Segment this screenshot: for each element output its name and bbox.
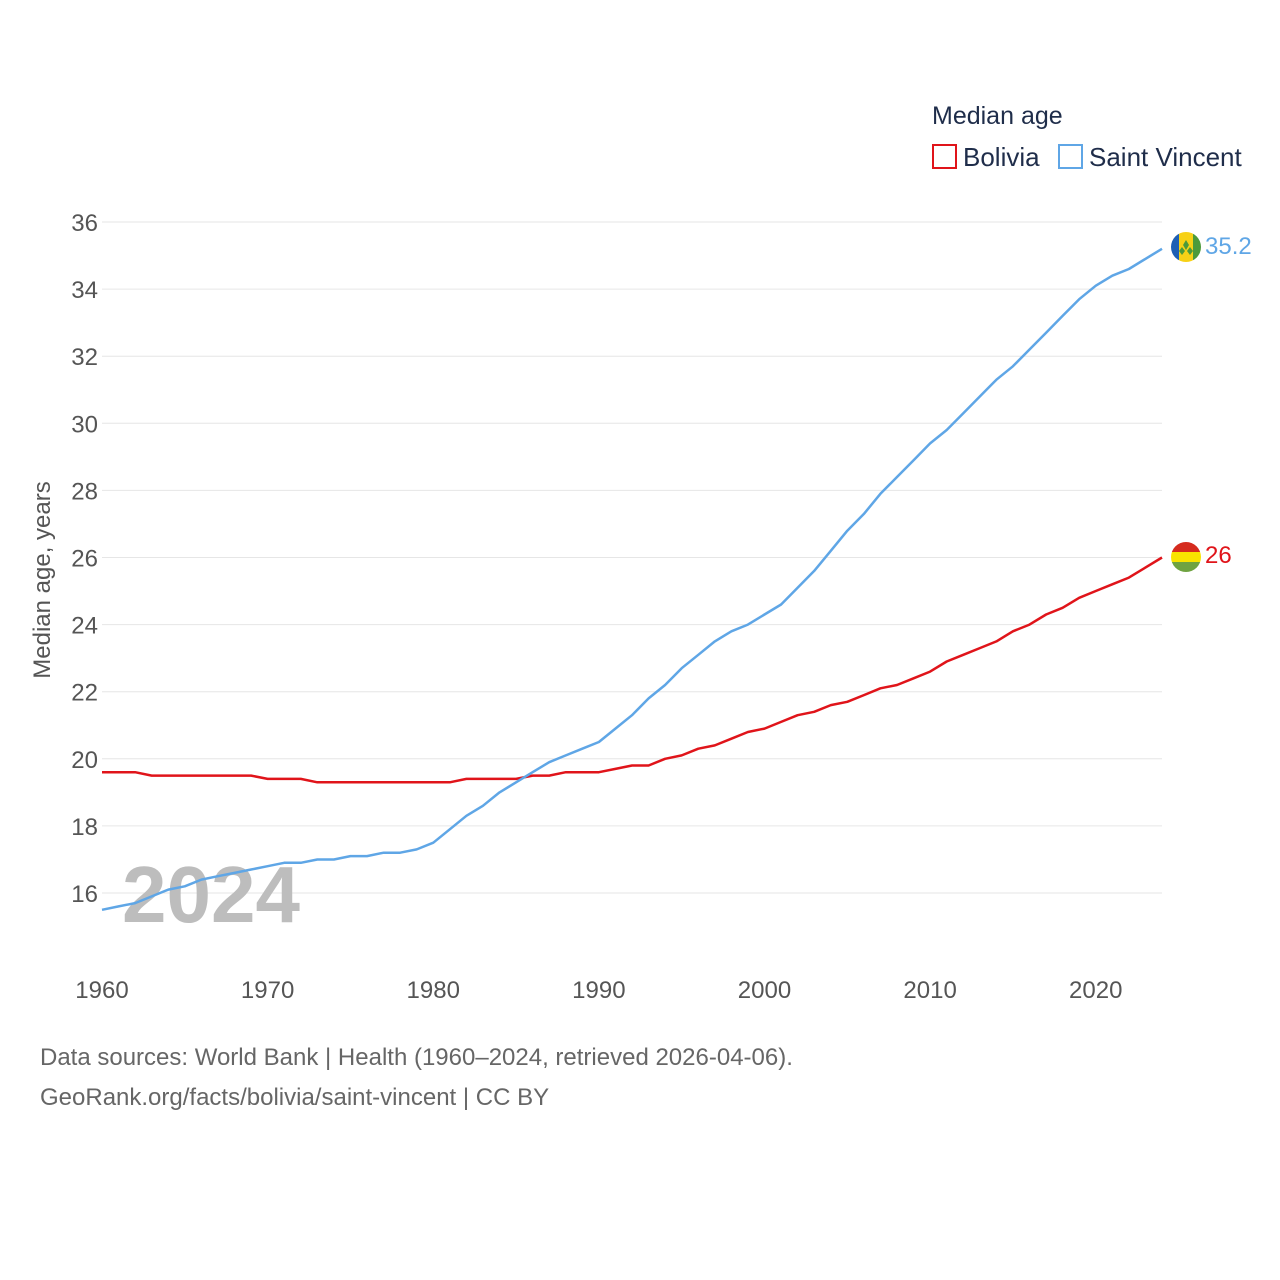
end-label-bolivia: 26 <box>1205 542 1232 569</box>
y-tick-label: 18 <box>71 814 98 841</box>
legend-item-saint-vincent[interactable]: Saint Vincent <box>1058 142 1243 172</box>
y-tick-label: 20 <box>71 747 98 774</box>
x-axis-ticks: 1960 1970 1980 1990 2000 2010 2020 <box>75 977 1122 1004</box>
source-line-1: Data sources: World Bank | Health (1960–… <box>40 1044 793 1071</box>
end-label-saint-vincent: 35.2 <box>1205 233 1252 260</box>
grid-lines <box>102 221 1162 894</box>
series-line-bolivia[interactable] <box>102 556 1163 784</box>
x-tick-label: 1970 <box>241 977 294 1004</box>
legend-item-bolivia[interactable]: Bolivia <box>932 142 1040 172</box>
legend-label-bolivia: Bolivia <box>963 142 1040 172</box>
x-tick-label: 1960 <box>75 977 128 1004</box>
y-tick-label: 28 <box>71 478 98 505</box>
y-tick-label: 16 <box>71 881 98 908</box>
legend-swatch-saint-vincent <box>1058 144 1083 169</box>
y-tick-label: 22 <box>71 680 98 707</box>
x-tick-label: 2000 <box>738 977 791 1004</box>
y-tick-label: 34 <box>71 277 98 304</box>
x-tick-label: 1990 <box>572 977 625 1004</box>
y-tick-label: 36 <box>71 210 98 237</box>
y-tick-label: 24 <box>71 613 98 640</box>
y-tick-label: 30 <box>71 411 98 438</box>
legend-swatch-bolivia <box>932 144 957 169</box>
y-tick-label: 32 <box>71 344 98 371</box>
series-line-saint-vincent[interactable] <box>101 247 1163 912</box>
legend: Median age Bolivia Saint Vincent <box>932 102 1243 172</box>
y-axis-label: Median age, years <box>29 481 56 678</box>
x-tick-label: 2020 <box>1069 977 1122 1004</box>
y-tick-label: 26 <box>71 546 98 573</box>
saint-vincent-flag-icon <box>1171 232 1201 262</box>
y-axis-ticks: 16 18 20 22 24 26 28 30 32 34 36 <box>71 210 98 908</box>
legend-title: Median age <box>932 102 1063 130</box>
source-link-line[interactable]: GeoRank.org/facts/bolivia/saint-vincent … <box>40 1084 550 1111</box>
current-year-watermark: 2024 <box>122 850 300 939</box>
x-tick-label: 2010 <box>903 977 956 1004</box>
series-lines <box>101 247 1163 912</box>
legend-label-saint-vincent: Saint Vincent <box>1089 142 1243 172</box>
bolivia-flag-icon <box>1171 542 1201 572</box>
x-tick-label: 1980 <box>407 977 460 1004</box>
